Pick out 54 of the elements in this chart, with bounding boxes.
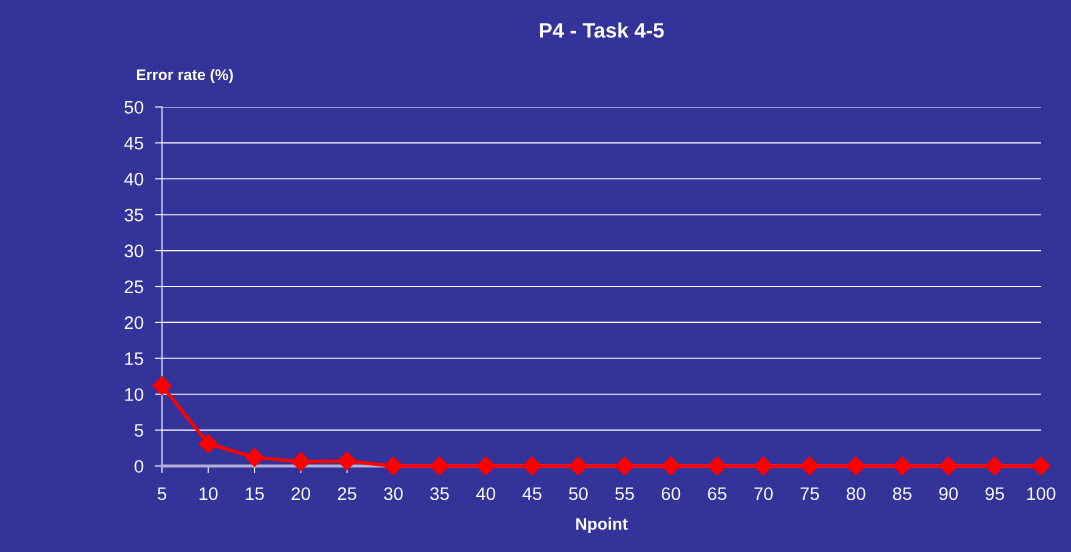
- point: [337, 451, 357, 471]
- x-tick-label: 40: [476, 487, 496, 501]
- x-tick-label: 85: [892, 487, 912, 501]
- point: [985, 456, 1005, 476]
- y-tick-label: 5: [134, 424, 144, 437]
- y-tick-label: 15: [125, 352, 144, 366]
- x-tick-label: 70: [754, 487, 773, 501]
- x-tick-label: 25: [337, 487, 357, 501]
- point: [707, 456, 727, 476]
- point: [152, 376, 172, 396]
- point: [615, 456, 635, 476]
- point: [522, 456, 542, 476]
- y-tick-label: 25: [124, 280, 144, 294]
- point: [244, 447, 265, 467]
- y-tick-label: 45: [124, 137, 144, 150]
- point: [430, 456, 450, 476]
- point: [661, 456, 681, 476]
- x-tick-label: 20: [291, 487, 311, 501]
- point: [846, 456, 866, 476]
- point: [938, 456, 959, 476]
- point: [753, 456, 773, 476]
- x-tick-label: 50: [569, 487, 588, 501]
- x-tick-label: 95: [985, 487, 1005, 501]
- point: [476, 456, 496, 476]
- x-tick-label: 45: [522, 487, 542, 501]
- x-tick-label: 75: [800, 487, 819, 501]
- x-tick-label: 5: [157, 487, 167, 501]
- x-tick-label: 100: [1027, 487, 1056, 501]
- point: [892, 456, 912, 476]
- point: [568, 456, 588, 476]
- point: [291, 452, 311, 472]
- y-tick-label: 20: [124, 316, 144, 330]
- x-tick-label: 35: [430, 487, 449, 501]
- x-tick-label: 60: [661, 487, 681, 501]
- point: [198, 434, 218, 454]
- y-tick-label: 10: [125, 388, 144, 401]
- point: [1031, 456, 1051, 476]
- y-tick-label: 50: [124, 100, 144, 114]
- x-tick-label: 90: [939, 487, 958, 501]
- chart-title: P4 - Task 4-5: [539, 22, 664, 38]
- point: [800, 456, 820, 476]
- y-tick-label: 0: [134, 459, 144, 473]
- x-tick-label: 15: [245, 487, 264, 501]
- x-tick-label: 30: [383, 487, 403, 501]
- y-tick-label: 35: [124, 208, 144, 222]
- x-tick-label: 10: [199, 487, 218, 501]
- x-axis-title: Npoint: [576, 517, 628, 534]
- point: [383, 456, 403, 476]
- y-axis-title: Error rate (%): [137, 68, 233, 84]
- x-tick-label: 65: [708, 487, 727, 501]
- x-tick-label: 80: [846, 487, 866, 501]
- x-tick-label: 55: [615, 487, 634, 501]
- y-tick-label: 30: [124, 244, 144, 258]
- y-tick-label: 40: [124, 172, 144, 186]
